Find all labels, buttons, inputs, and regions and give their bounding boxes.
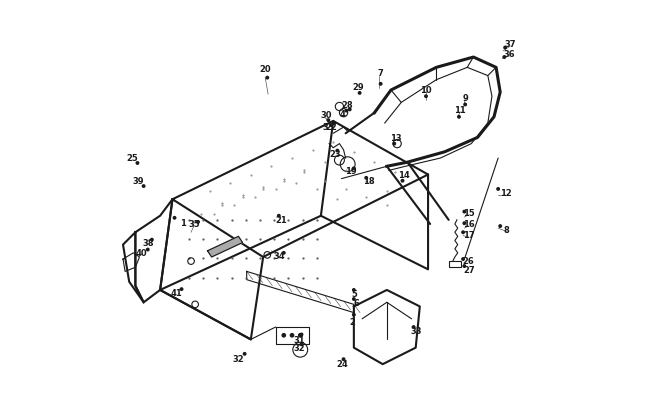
Text: 14: 14 [398, 171, 410, 180]
Circle shape [333, 122, 335, 124]
Circle shape [424, 95, 427, 98]
Circle shape [463, 210, 465, 213]
Text: 36: 36 [504, 50, 515, 59]
Circle shape [298, 334, 302, 337]
Text: 23: 23 [330, 150, 341, 159]
Circle shape [142, 185, 145, 187]
Circle shape [504, 46, 506, 49]
Text: 37: 37 [505, 40, 516, 49]
Text: 16: 16 [463, 220, 474, 229]
Text: 22: 22 [325, 122, 337, 132]
Circle shape [401, 179, 404, 182]
Circle shape [146, 248, 149, 251]
Circle shape [464, 103, 467, 106]
Text: 3: 3 [322, 122, 328, 132]
Circle shape [151, 238, 153, 241]
Circle shape [352, 298, 355, 300]
Circle shape [136, 162, 138, 164]
Circle shape [327, 119, 330, 121]
Circle shape [300, 343, 303, 346]
Circle shape [499, 225, 501, 227]
Circle shape [463, 222, 465, 225]
Text: 15: 15 [463, 209, 474, 218]
Circle shape [197, 221, 200, 223]
Text: 7: 7 [378, 69, 384, 78]
Text: 21: 21 [275, 216, 287, 225]
Text: 20: 20 [259, 65, 271, 74]
Circle shape [462, 231, 464, 234]
Circle shape [282, 334, 285, 337]
Circle shape [458, 115, 460, 118]
Circle shape [393, 142, 395, 145]
Text: 1: 1 [180, 220, 186, 229]
Text: 18: 18 [363, 178, 375, 186]
Text: 19: 19 [344, 167, 356, 176]
Text: 12: 12 [500, 188, 512, 198]
Text: 27: 27 [463, 266, 475, 275]
Text: 10: 10 [420, 85, 432, 95]
Circle shape [365, 177, 367, 179]
Text: 24: 24 [337, 361, 348, 369]
Text: 26: 26 [463, 257, 474, 266]
Circle shape [463, 265, 465, 267]
Circle shape [278, 215, 280, 217]
Circle shape [283, 251, 285, 254]
Circle shape [266, 76, 268, 79]
Text: 4: 4 [340, 110, 346, 119]
Text: 17: 17 [463, 231, 474, 240]
Circle shape [358, 92, 361, 94]
Circle shape [348, 108, 351, 111]
Circle shape [352, 289, 355, 291]
Circle shape [412, 326, 415, 328]
Text: 6: 6 [354, 299, 359, 308]
Circle shape [291, 334, 294, 337]
Text: 8: 8 [504, 226, 509, 234]
Polygon shape [207, 237, 242, 257]
Circle shape [503, 56, 506, 58]
Circle shape [343, 358, 344, 361]
Text: 11: 11 [454, 106, 466, 115]
Text: 28: 28 [342, 101, 354, 110]
Text: 9: 9 [463, 94, 469, 103]
Circle shape [462, 258, 464, 260]
Text: 30: 30 [320, 112, 332, 120]
Text: 31: 31 [294, 336, 306, 345]
Text: 32: 32 [294, 344, 306, 353]
Circle shape [380, 83, 382, 85]
Text: 32: 32 [233, 355, 244, 364]
Text: 38: 38 [142, 239, 153, 248]
Text: 39: 39 [133, 178, 144, 186]
Text: 5: 5 [352, 290, 358, 299]
Circle shape [174, 217, 176, 219]
Circle shape [180, 288, 183, 290]
Text: 29: 29 [352, 83, 364, 92]
Text: 2: 2 [350, 318, 356, 327]
Text: 33: 33 [411, 327, 422, 337]
Text: 25: 25 [126, 154, 138, 164]
Circle shape [345, 110, 348, 112]
Circle shape [497, 188, 499, 190]
Circle shape [352, 313, 355, 316]
Text: 41: 41 [171, 289, 183, 298]
Text: 40: 40 [136, 249, 148, 258]
Circle shape [300, 333, 303, 336]
Circle shape [243, 353, 246, 355]
Text: 13: 13 [390, 134, 402, 143]
Circle shape [352, 167, 355, 170]
Text: 34: 34 [274, 251, 285, 261]
Circle shape [336, 149, 339, 152]
Bar [448, 261, 461, 267]
Circle shape [330, 124, 332, 126]
Text: 35: 35 [188, 220, 200, 229]
